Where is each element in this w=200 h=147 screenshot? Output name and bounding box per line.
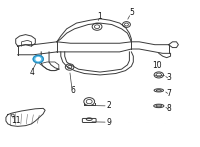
- Text: 6: 6: [70, 86, 75, 95]
- Text: 7: 7: [166, 89, 171, 98]
- Text: 3: 3: [166, 73, 171, 82]
- Text: 1: 1: [98, 12, 102, 21]
- Circle shape: [36, 57, 40, 61]
- Text: 8: 8: [166, 104, 171, 113]
- Text: 4: 4: [30, 68, 35, 77]
- Text: 5: 5: [129, 9, 134, 17]
- Circle shape: [33, 55, 43, 63]
- Text: 10: 10: [152, 61, 162, 70]
- Text: 9: 9: [106, 118, 111, 127]
- Text: 11: 11: [11, 116, 20, 125]
- Text: 2: 2: [106, 101, 111, 110]
